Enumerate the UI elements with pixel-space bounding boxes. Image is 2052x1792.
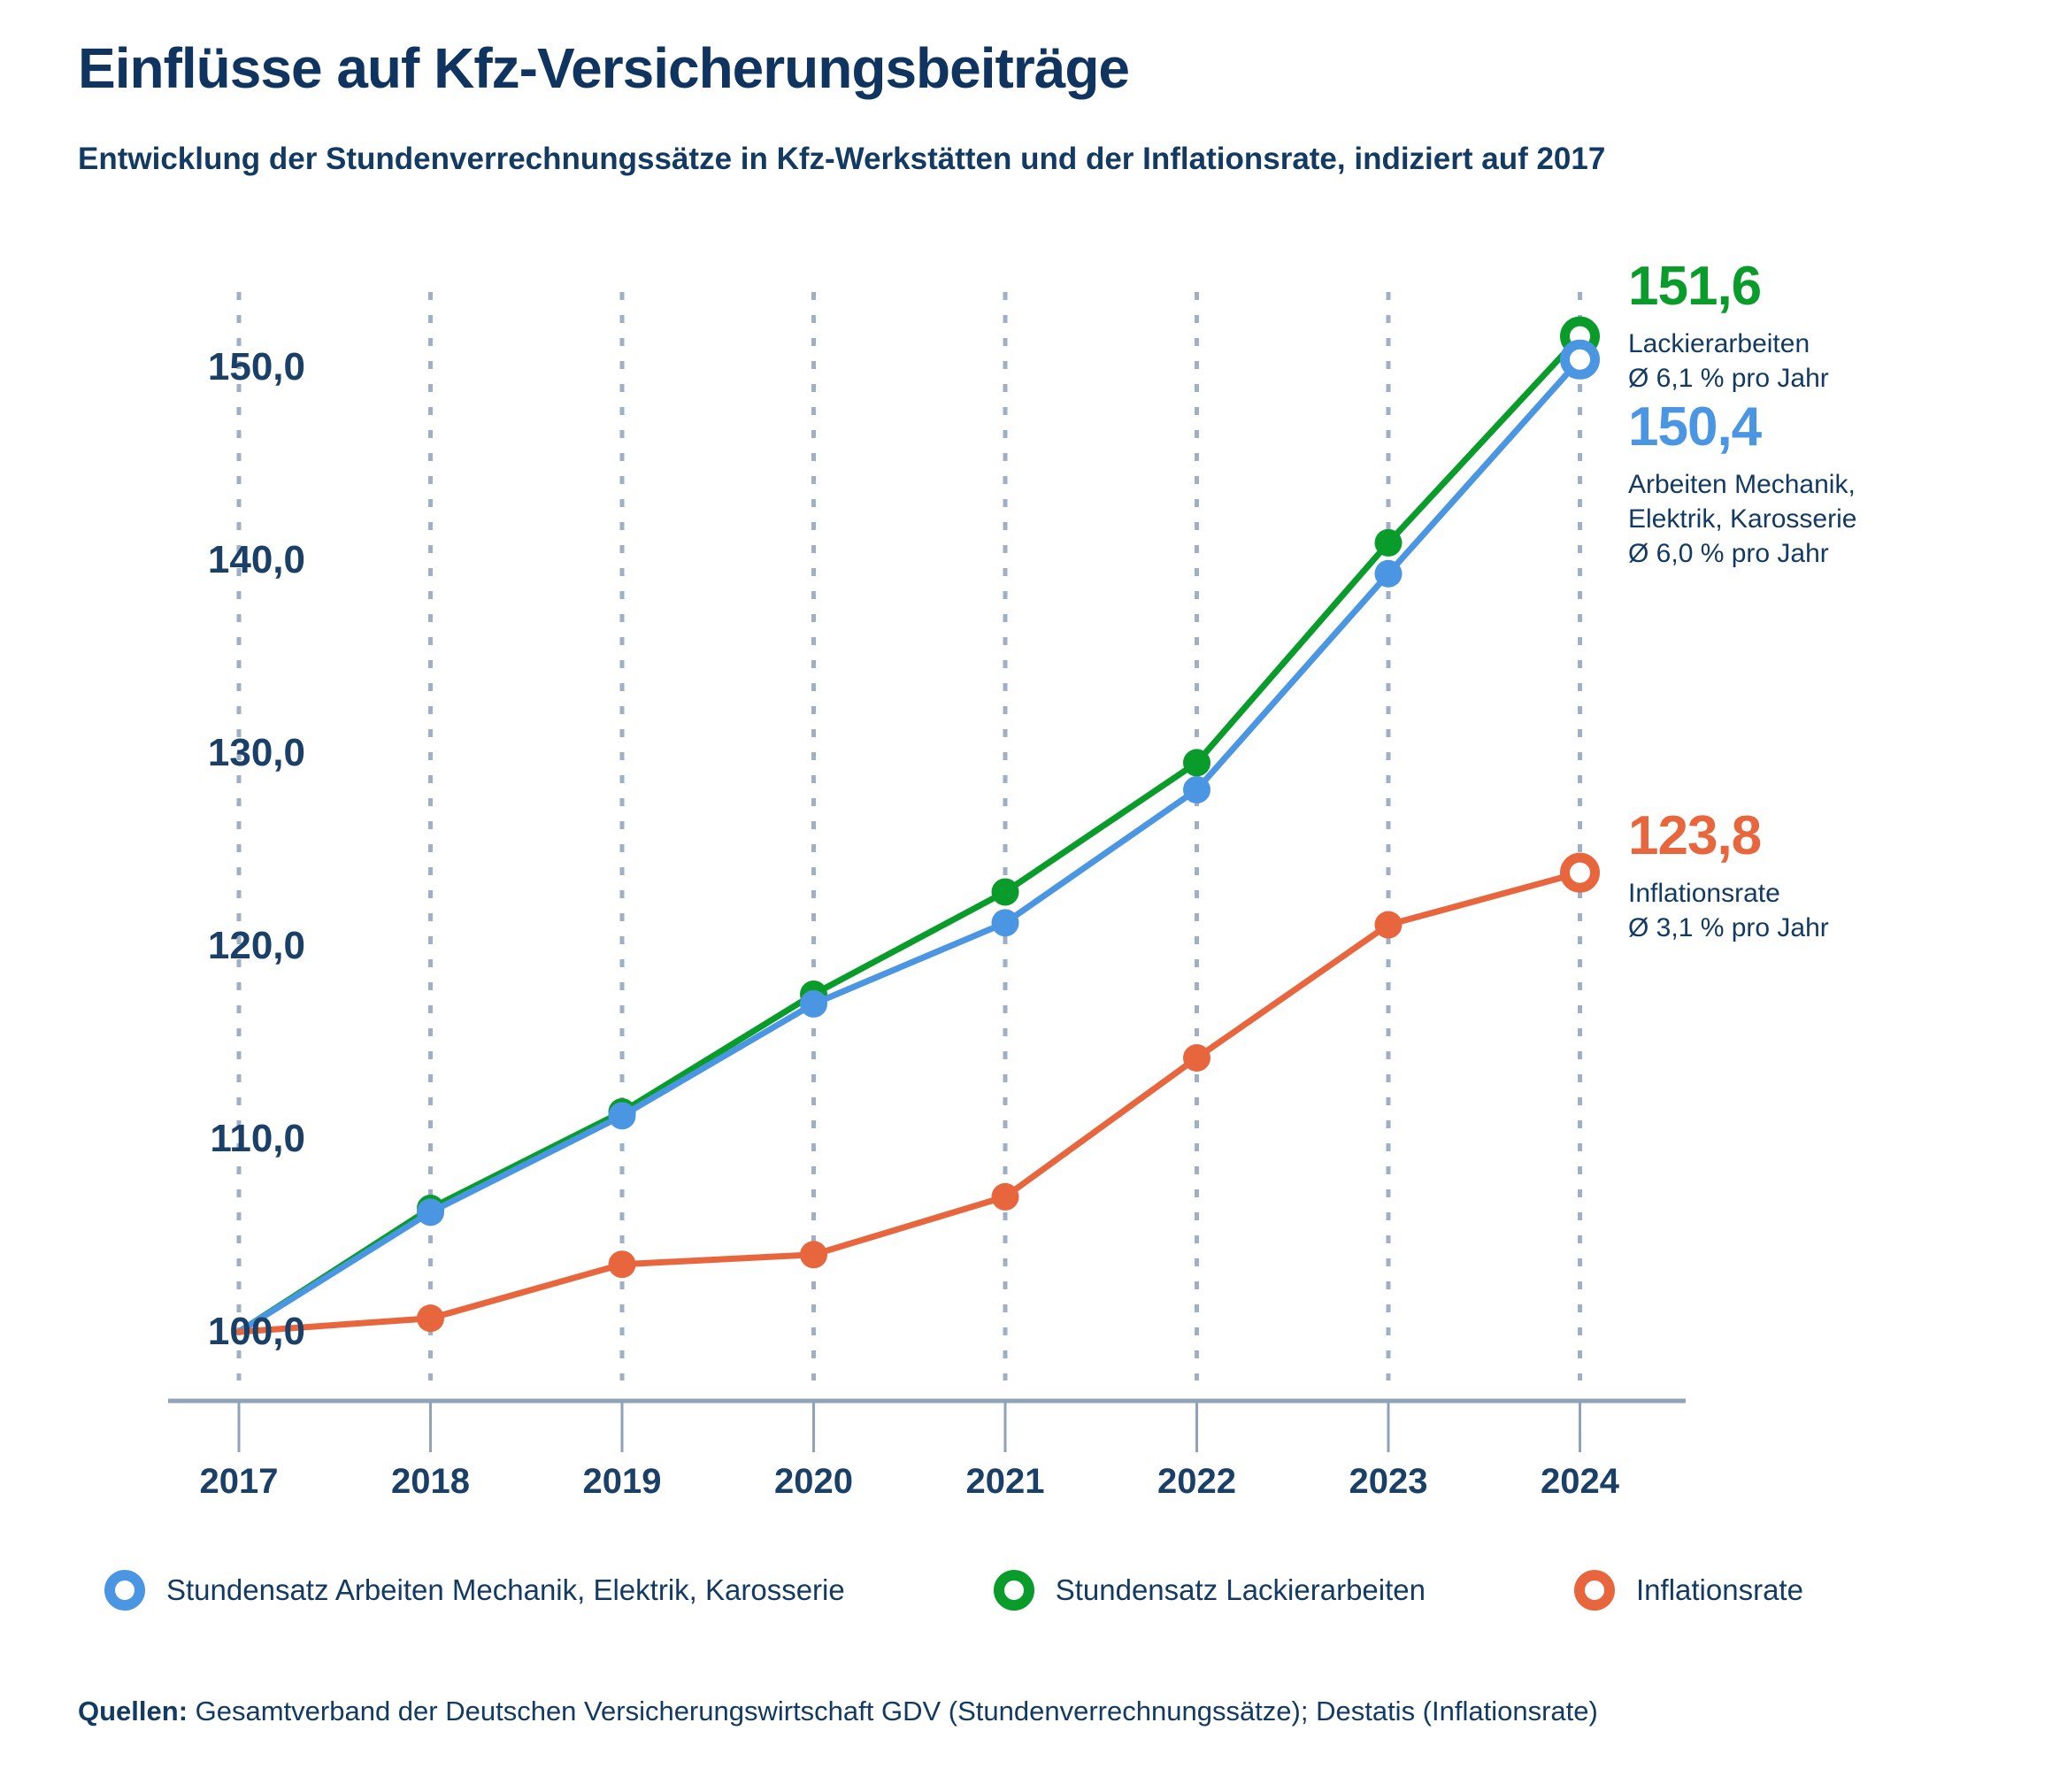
annotation-value-lackier: 151,6 [1628, 256, 1762, 317]
x-tick-label-2017: 2017 [199, 1462, 279, 1501]
series-endpoint-inflation [1560, 852, 1600, 893]
annotation-value-inflation: 123,8 [1628, 805, 1762, 866]
legend-item-1: Stundensatz Lackierarbeiten [993, 1570, 1426, 1611]
series-point-inflation-2023 [1374, 911, 1403, 939]
annotation-line-inflation-0: Inflationsrate [1628, 879, 1780, 908]
x-tick-label-2020: 2020 [774, 1462, 853, 1501]
source-note: Quellen: Gesamtverband der Deutschen Ver… [78, 1696, 1598, 1727]
legend-ring-icon [104, 1570, 145, 1611]
legend-item-2: Inflationsrate [1574, 1570, 1803, 1611]
legend-label: Stundensatz Arbeiten Mechanik, Elektrik,… [166, 1573, 845, 1606]
legend-ring-icon [993, 1570, 1034, 1611]
annotation-lackier: 151,6 Lackierarbeiten Ø 6,1 % pro Jahr [1628, 259, 2035, 396]
series-point-mechanik-2020 [800, 989, 827, 1018]
series-point-lackier-2023 [1374, 528, 1403, 557]
x-tick-label-2021: 2021 [965, 1462, 1045, 1501]
y-tick-label-150: 150,0 [207, 345, 305, 388]
annotation-line-mechanik-2: Ø 6,0 % pro Jahr [1628, 539, 1829, 568]
y-tick-label-100: 100,0 [207, 1310, 305, 1353]
x-tick-label-2023: 2023 [1349, 1462, 1428, 1501]
series-point-inflation-2022 [1183, 1043, 1210, 1072]
y-tick-label-110: 110,0 [210, 1117, 305, 1160]
x-tick-label-2019: 2019 [582, 1462, 662, 1501]
source-text: Gesamtverband der Deutschen Versicherung… [188, 1696, 1598, 1727]
series-point-inflation-2018 [417, 1304, 444, 1333]
annotation-mechanik: 150,4 Arbeiten Mechanik, Elektrik, Karosse… [1628, 400, 2035, 571]
annotation-line-lackier-1: Ø 6,1 % pro Jahr [1628, 364, 1829, 393]
chart-legend: Stundensatz Arbeiten Mechanik, Elektrik,… [104, 1570, 1803, 1611]
page-subtitle: Entwicklung der Stundenverrechnungssätze… [78, 142, 1606, 176]
series-endpoint-mechanik [1560, 339, 1600, 380]
legend-label: Stundensatz Lackierarbeiten [1055, 1573, 1426, 1606]
series-line-inflation [235, 869, 1583, 1335]
x-tick-label-2022: 2022 [1157, 1462, 1236, 1501]
annotation-line-mechanik-0: Arbeiten Mechanik, [1628, 470, 1856, 499]
y-tick-label-130: 130,0 [207, 731, 305, 774]
y-tick-label-140: 140,0 [207, 538, 305, 581]
x-tick-label-2024: 2024 [1541, 1462, 1619, 1501]
series-point-mechanik-2019 [608, 1102, 636, 1130]
x-tick-label-2018: 2018 [391, 1462, 470, 1501]
annotation-line-mechanik-1: Elektrik, Karosserie [1628, 504, 1857, 534]
series-line-lackier [235, 333, 1583, 1335]
series-point-inflation-2019 [608, 1250, 636, 1279]
y-tick-label-120: 120,0 [207, 924, 305, 967]
series-point-mechanik-2023 [1374, 559, 1403, 588]
series-line-mechanik [235, 356, 1583, 1335]
series-point-lackier-2022 [1183, 749, 1210, 777]
source-label: Quellen: [78, 1696, 188, 1727]
series-point-inflation-2021 [991, 1182, 1019, 1211]
legend-item-0: Stundensatz Arbeiten Mechanik, Elektrik,… [104, 1570, 845, 1611]
series-point-inflation-2020 [800, 1241, 827, 1269]
annotation-line-lackier-0: Lackierarbeiten [1628, 329, 1810, 358]
series-point-lackier-2021 [991, 878, 1019, 906]
annotation-value-mechanik: 150,4 [1628, 396, 1762, 458]
series-point-mechanik-2021 [991, 909, 1019, 937]
legend-ring-icon [1574, 1570, 1615, 1611]
page-title: Einflüsse auf Kfz-Versicherungsbeiträge [78, 36, 1130, 100]
annotation-inflation: 123,8 Inflationsrate Ø 3,1 % pro Jahr [1628, 809, 2035, 945]
legend-label: Inflationsrate [1636, 1573, 1803, 1606]
annotation-line-inflation-1: Ø 3,1 % pro Jahr [1628, 913, 1829, 942]
series-point-mechanik-2018 [417, 1198, 444, 1227]
series-point-mechanik-2022 [1183, 775, 1210, 804]
